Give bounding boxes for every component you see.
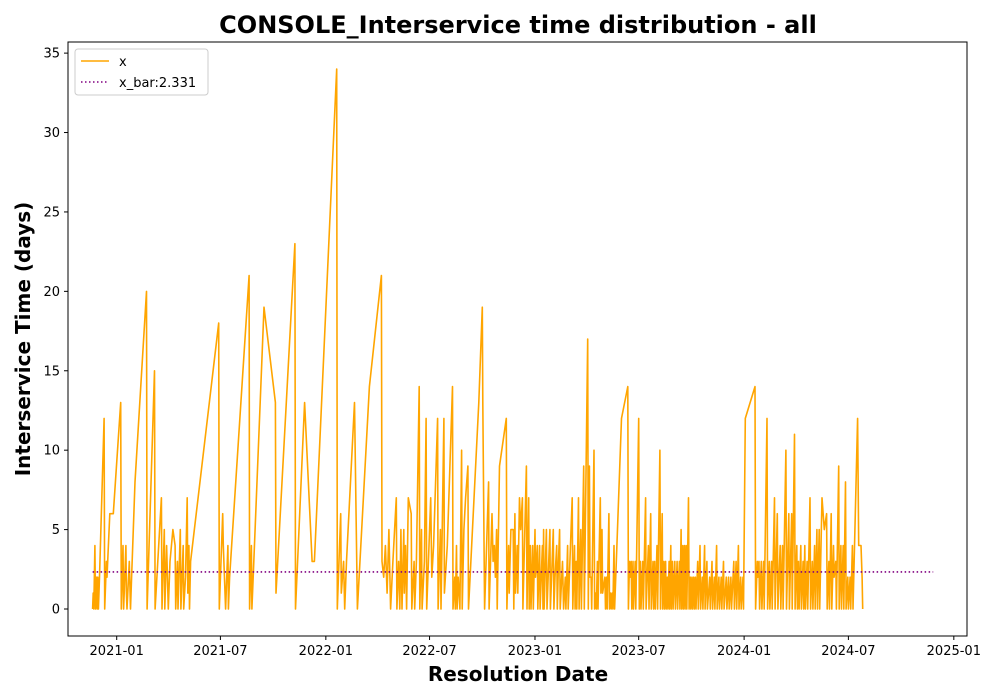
plot-frame [67,41,968,637]
x-tick-label: 2025-01 [927,644,981,659]
x-tick-label: 2023-07 [612,644,666,659]
y-axis-label: Interservice Time (days) [11,202,35,477]
x-axis: 2021-01 2021-07 2022-01 2022-07 2023-01 2023-… [90,636,981,659]
y-tick-label: 15 [43,364,60,379]
legend-label-x-bar: x_bar:2.331 [119,76,196,91]
y-tick-label: 30 [43,126,60,141]
y-tick-label: 5 [52,523,60,538]
y-tick-label: 25 [43,205,60,220]
x-axis-label: Resolution Date [428,662,608,686]
x-tick-label: 2022-07 [402,644,456,659]
y-tick-label: 35 [43,47,60,62]
legend-label-x: x [119,55,127,70]
x-tick-label: 2023-01 [508,644,562,659]
legend: x x_bar:2.331 [74,48,209,96]
x-tick-label: 2022-01 [299,644,353,659]
x-tick-label: 2021-01 [90,644,144,659]
x-tick-label: 2024-01 [717,644,771,659]
x-tick-label: 2024-07 [821,644,875,659]
series-line-x [91,68,864,610]
x-tick-label: 2021-07 [193,644,247,659]
plot-area [91,68,934,610]
y-tick-label: 0 [52,603,60,618]
chart-title: CONSOLE_Interservice time distribution -… [219,11,817,39]
y-tick-label: 20 [43,285,60,300]
y-tick-label: 10 [43,444,60,459]
y-axis: 0 5 10 15 20 25 30 35 [43,47,68,618]
